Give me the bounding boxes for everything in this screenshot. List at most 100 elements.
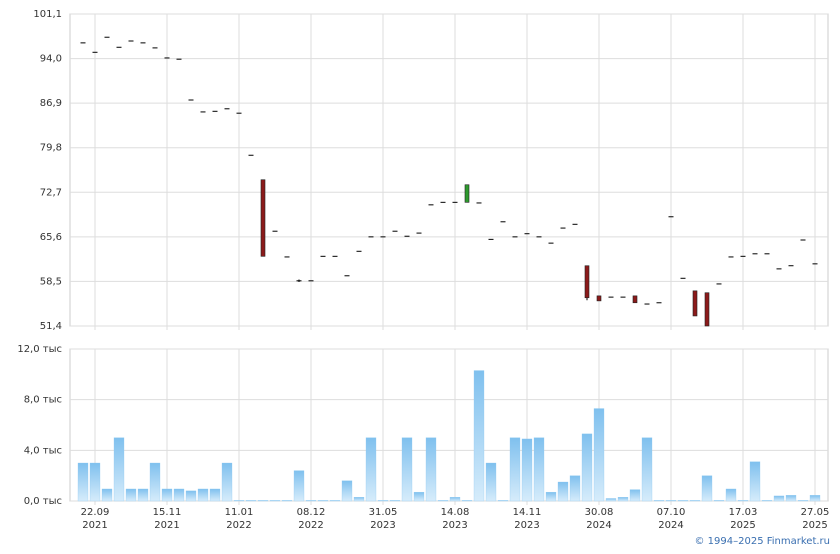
x-tick-label: 08.12 2022	[297, 507, 326, 531]
y-tick-label: 65,6	[40, 232, 62, 243]
bar	[197, 488, 209, 502]
x-tick-label-line: 15.11	[153, 507, 182, 518]
y-tick-label: 79,8	[40, 143, 62, 154]
x-tick-label-line: 14.11	[513, 507, 542, 518]
bar	[701, 475, 713, 502]
plot-frame	[69, 13, 829, 327]
x-tick-label: 22.09 2021	[81, 507, 110, 531]
bar	[113, 437, 125, 502]
x-tick-label: 11.01 2022	[225, 507, 254, 531]
bar	[521, 438, 533, 502]
bar	[545, 491, 557, 502]
bar	[569, 475, 581, 502]
bar	[461, 500, 473, 502]
bar	[209, 488, 221, 502]
bar	[293, 470, 305, 502]
x-tick-label-line: 22.09	[81, 507, 110, 518]
bar	[341, 480, 353, 502]
bar	[509, 437, 521, 502]
y-tick-label: 12,0 тыс	[17, 344, 62, 355]
x-tick-label: 17.03 2025	[729, 507, 758, 531]
x-tick-label-line: 08.12	[297, 507, 326, 518]
bar	[617, 497, 629, 502]
bar	[629, 489, 641, 502]
x-tick-label-line: 2025	[730, 520, 755, 531]
bar	[497, 500, 509, 502]
source: © 1994–2025 Finmarket.ru	[694, 536, 830, 547]
y-tick-label: 0,0 тыс	[24, 496, 62, 507]
x-tick-label-line: 17.03	[729, 507, 758, 518]
candle-body	[596, 295, 602, 302]
x-tick-label-line: 07.10	[657, 507, 686, 518]
x-tick-label-line: 2024	[586, 520, 611, 531]
bar	[449, 497, 461, 502]
x-tick-label: 30.08 2024	[585, 507, 614, 531]
bar	[269, 500, 281, 502]
bar	[101, 488, 113, 502]
bar	[353, 497, 365, 502]
x-tick-label-line: 2023	[514, 520, 539, 531]
bar	[257, 500, 269, 502]
bar	[137, 488, 149, 502]
x-tick-label-line: 2021	[82, 520, 107, 531]
candle-body	[692, 290, 698, 317]
x-tick-label-line: 2023	[370, 520, 395, 531]
x-tick-label-line: 14.08	[441, 507, 470, 518]
x-tick-label-line: 27.05	[801, 507, 830, 518]
y-tick-label: 58,5	[40, 276, 62, 287]
bar	[533, 437, 545, 502]
bar	[317, 500, 329, 502]
bar	[365, 437, 377, 502]
x-tick-label-line: 30.08	[585, 507, 614, 518]
bar	[557, 481, 569, 502]
x-tick-label-line: 2025	[802, 520, 827, 531]
y-tick-label: 8,0 тыс	[24, 395, 62, 406]
bar	[761, 500, 773, 502]
bar	[737, 500, 749, 502]
bar	[485, 462, 497, 502]
x-tick-label-line: 2024	[658, 520, 683, 531]
bar	[605, 498, 617, 502]
candle-body	[632, 295, 638, 304]
bar	[233, 500, 245, 502]
bar	[221, 462, 233, 502]
bar	[281, 500, 293, 502]
bar	[797, 500, 809, 502]
y-tick-label: 101,1	[33, 9, 62, 20]
bar	[677, 500, 689, 502]
bar	[593, 408, 605, 502]
x-tick-label-line: 2022	[298, 520, 323, 531]
bar	[653, 500, 665, 502]
bar	[785, 495, 797, 502]
x-tick-label: 07.10 2024	[657, 507, 686, 531]
bar	[185, 490, 197, 502]
candle-body	[584, 265, 590, 299]
bar	[173, 488, 185, 502]
bar	[749, 461, 761, 502]
bar	[581, 433, 593, 502]
x-tick-label: 15.11 2021	[153, 507, 182, 531]
bar	[413, 491, 425, 502]
candle-body	[704, 292, 710, 327]
candle-body	[260, 179, 266, 257]
bar	[689, 500, 701, 502]
bar	[125, 488, 137, 502]
y-tick-label: 86,9	[40, 98, 62, 109]
bar	[245, 500, 257, 502]
x-tick-label: 14.11 2023	[513, 507, 542, 531]
bar	[77, 462, 89, 502]
bar	[89, 462, 101, 502]
bar	[473, 370, 485, 502]
bar	[641, 437, 653, 502]
bar	[665, 500, 677, 502]
y-tick-label: 72,7	[40, 187, 62, 198]
bar	[713, 500, 725, 502]
x-tick-label: 14.08 2023	[441, 507, 470, 531]
bar	[161, 488, 173, 502]
bar	[329, 500, 341, 502]
x-tick-label: 27.05 2025	[801, 507, 830, 531]
y-tick-label: 94,0	[40, 54, 62, 65]
bar	[401, 437, 413, 502]
bar	[389, 500, 401, 502]
